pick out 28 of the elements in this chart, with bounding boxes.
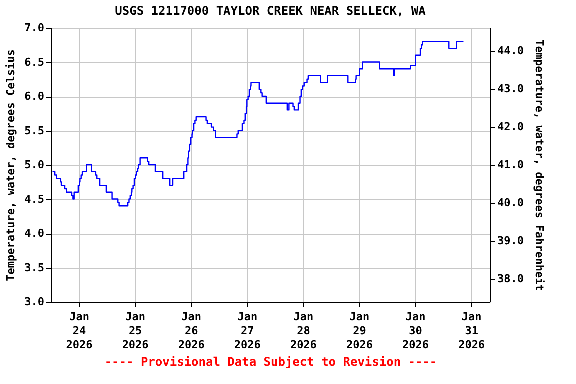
y-tick-label: 4.5 — [24, 192, 44, 206]
y2-tick-label: 44.0 — [498, 44, 524, 58]
y2-tick-label: 43.0 — [498, 82, 524, 96]
y2-axis-title: Temperature, water, degrees Fahrenheit — [532, 40, 546, 292]
y-tick-label: 7.0 — [24, 22, 44, 34]
y2-tick-label: 40.0 — [498, 196, 524, 210]
x-tick-label: Jan 24 2026 — [66, 310, 94, 352]
x-tick-label: Jan 31 2026 — [458, 310, 486, 352]
y-tick-label: 6.5 — [24, 56, 44, 69]
y2-tick-label: 39.0 — [498, 234, 524, 248]
y-tick-label: 4.0 — [24, 227, 44, 240]
x-tick-label: Jan 29 2026 — [346, 310, 374, 352]
text: ---- Provisional Data Subject to Revision ---- — [104, 355, 438, 369]
chart-title: USGS 12117000 TAYLOR CREEK NEAR SELLECK, WA — [115, 4, 427, 18]
y-tick-label: 5.0 — [24, 158, 44, 172]
x-tick-label: Jan 30 2026 — [402, 310, 430, 352]
y-axis-title: Temperature, water, degrees Celsius — [4, 50, 18, 282]
y2-tick-label: 42.0 — [498, 120, 524, 134]
x-tick-label: Jan 28 2026 — [290, 310, 318, 352]
x-tick-label: Jan 25 2026 — [122, 310, 150, 352]
y2-tick-label: 38.0 — [498, 272, 524, 286]
y-tick-label: 3.0 — [24, 296, 44, 308]
x-tick-label: Jan 27 2026 — [234, 310, 262, 352]
y-tick-label: 5.5 — [24, 124, 44, 138]
y-tick-label: 3.5 — [24, 261, 44, 274]
y-tick-label: 6.0 — [24, 90, 44, 103]
x-tick-label: Jan 26 2026 — [178, 310, 206, 352]
y2-tick-label: 41.0 — [498, 158, 524, 172]
